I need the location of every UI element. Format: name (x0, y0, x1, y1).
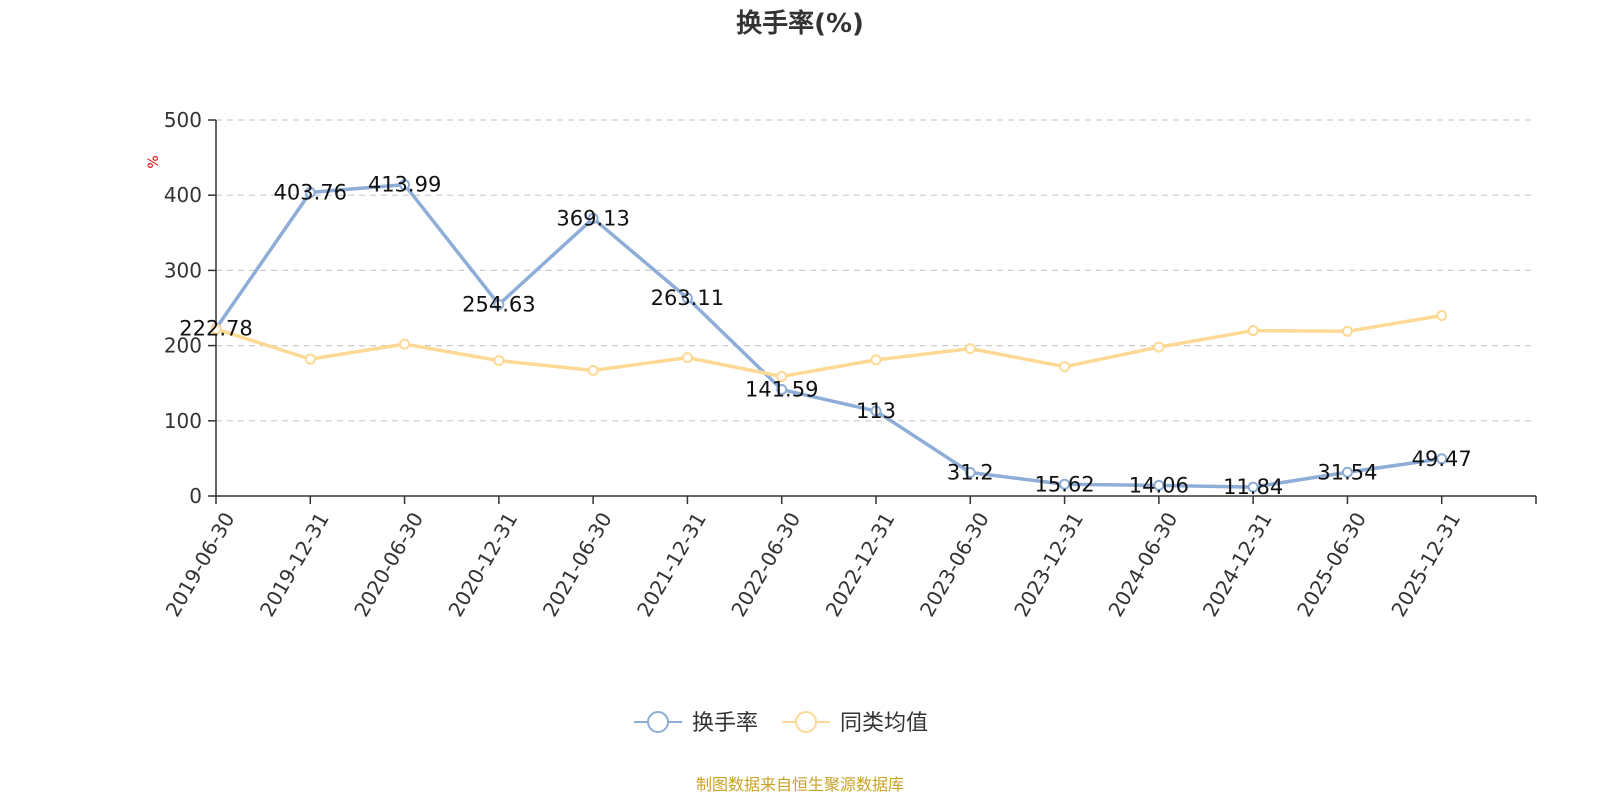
turnover-point[interactable] (1153, 479, 1165, 491)
x-tick-label: 2020-12-31 (443, 508, 522, 621)
turnover-point[interactable] (399, 179, 411, 191)
turnover-point[interactable] (776, 384, 788, 396)
x-tick-label: 2025-06-30 (1292, 508, 1371, 621)
peer-average-point[interactable] (1341, 325, 1353, 337)
x-tick-label: 2022-12-31 (821, 508, 900, 621)
y-tick-label: 400 (164, 183, 202, 207)
y-tick-label: 300 (164, 258, 202, 282)
peer-average-point[interactable] (870, 354, 882, 366)
x-tick-label: 2021-06-30 (538, 508, 617, 621)
legend-circle-icon (647, 711, 669, 733)
y-tick-label: 500 (164, 108, 202, 132)
legend-item-peer-average[interactable]: 同类均值 (782, 711, 928, 736)
x-tick-label: 2023-12-31 (1009, 508, 1088, 621)
peer-average-point[interactable] (1153, 341, 1165, 353)
peer-average-point[interactable] (587, 364, 599, 376)
y-tick-label: 200 (164, 334, 202, 358)
data-label: 31.54 (1317, 460, 1377, 484)
turnover-point[interactable] (870, 405, 882, 417)
data-label: 14.06 (1129, 473, 1189, 497)
turnover-point[interactable] (1341, 466, 1353, 478)
turnover-point[interactable] (493, 299, 505, 311)
peer-average-point[interactable] (776, 370, 788, 382)
legend[interactable]: 换手率 同类均值 (634, 711, 928, 736)
data-label: 11.84 (1223, 475, 1283, 499)
x-tick-label: 2019-06-30 (161, 508, 240, 621)
x-tick-label: 2021-12-31 (632, 508, 711, 621)
turnover-point[interactable] (1247, 481, 1259, 493)
data-source-note: 制图数据来自恒生聚源数据库 (696, 775, 904, 794)
x-tick-labels: 2019-06-30 2019-12-31 2020-06-30 2020-12-31… (161, 508, 1466, 621)
series-line-turnover (214, 182, 1444, 489)
data-label: 141.59 (745, 378, 818, 402)
peer-average-point[interactable] (493, 355, 505, 367)
legend-label: 换手率 (692, 711, 758, 736)
peer-average-point[interactable] (964, 343, 976, 355)
x-tick-label: 2024-06-30 (1103, 508, 1182, 621)
y-tick-labels: 0 100 200 300 400 500 (164, 108, 202, 508)
data-label: 254.63 (462, 293, 535, 317)
legend-label: 同类均值 (840, 711, 928, 736)
axes (208, 119, 1537, 504)
legend-item-turnover[interactable]: 换手率 (634, 711, 758, 736)
y-axis-unit-label: % (146, 155, 162, 168)
data-label: 31.2 (947, 461, 994, 485)
peer-average-point[interactable] (1436, 310, 1448, 322)
peer-average-point[interactable] (304, 353, 316, 365)
turnover-point[interactable] (1059, 478, 1071, 490)
grid-lines (216, 119, 1536, 422)
data-labels: 222.78 403.76 413.99 254.63 369.13 263.11 141.… (179, 173, 1472, 499)
peer-average-point[interactable] (1247, 325, 1259, 337)
turnover-point[interactable] (964, 467, 976, 479)
turnover-point[interactable] (1436, 453, 1448, 465)
y-tick-label: 100 (164, 409, 202, 433)
data-label: 413.99 (368, 173, 441, 197)
x-tick-label: 2022-06-30 (726, 508, 805, 621)
peer-average-point[interactable] (1059, 361, 1071, 373)
x-tick-label: 2019-12-31 (255, 508, 334, 621)
data-label: 403.76 (274, 180, 347, 204)
x-tick-label: 2025-12-31 (1386, 508, 1465, 621)
legend-circle-icon (795, 711, 817, 733)
x-tick-label: 2023-06-30 (915, 508, 994, 621)
turnover-point[interactable] (681, 292, 693, 304)
data-label: 15.62 (1035, 472, 1095, 496)
turnover-point[interactable] (587, 212, 599, 224)
series-lines (210, 179, 1448, 493)
data-label: 369.13 (556, 206, 629, 230)
y-tick-label: 0 (189, 484, 202, 508)
peer-average-point[interactable] (681, 352, 693, 364)
x-tick-label: 2024-12-31 (1198, 508, 1277, 621)
data-label: 222.78 (179, 316, 252, 340)
peer-average-point[interactable] (399, 338, 411, 350)
data-label: 113 (856, 399, 896, 423)
peer-average-point[interactable] (210, 323, 222, 335)
chart-title: 换手率(%) (736, 8, 864, 39)
data-label: 49.47 (1412, 447, 1472, 471)
series-line-peer-average (214, 313, 1444, 379)
x-tick-label: 2020-06-30 (349, 508, 428, 621)
data-label: 263.11 (651, 286, 724, 310)
turnover-point[interactable] (304, 186, 316, 198)
